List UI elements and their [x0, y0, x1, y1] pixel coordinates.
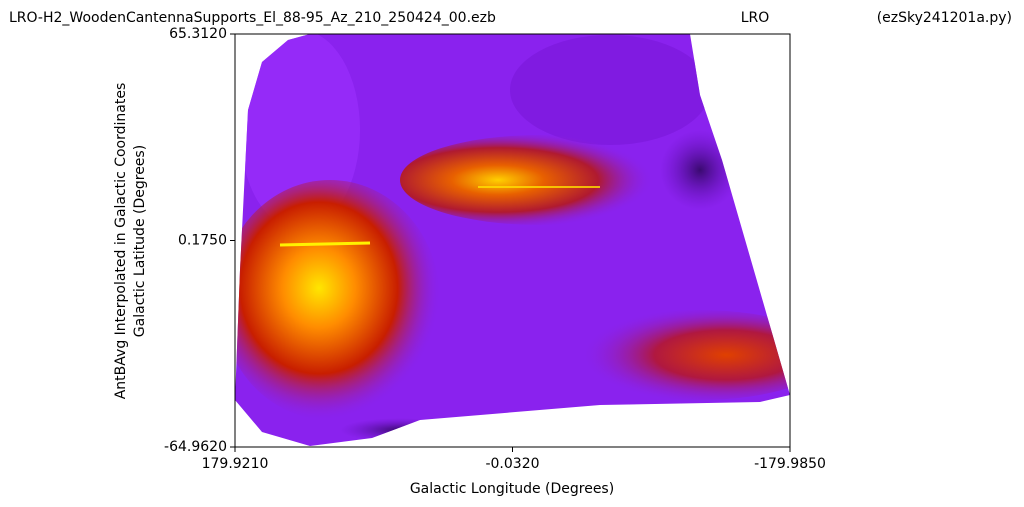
y-axis-label: AntBAvg Interpolated in Galactic Coordin…: [113, 83, 129, 400]
x-axis-label: Galactic Longitude (Degrees): [410, 481, 614, 497]
y-tick-label: -64.9620: [164, 439, 227, 455]
x-tick-label: 179.9210: [202, 456, 269, 472]
y-axis-label: Galactic Latitude (Degrees): [132, 145, 148, 337]
x-tick-label: -0.0320: [485, 456, 539, 472]
x-tick-label: -179.9850: [754, 456, 826, 472]
chart-title: LRO-H2_WoodenCantennaSupports_El_88-95_A…: [9, 10, 496, 26]
chart-title: LRO: [741, 10, 770, 26]
y-tick-label: 0.1750: [178, 233, 227, 249]
chart-title: (ezSky241201a.py): [877, 10, 1012, 26]
sky-map: [235, 34, 790, 446]
y-tick-label: 65.3120: [169, 26, 227, 42]
